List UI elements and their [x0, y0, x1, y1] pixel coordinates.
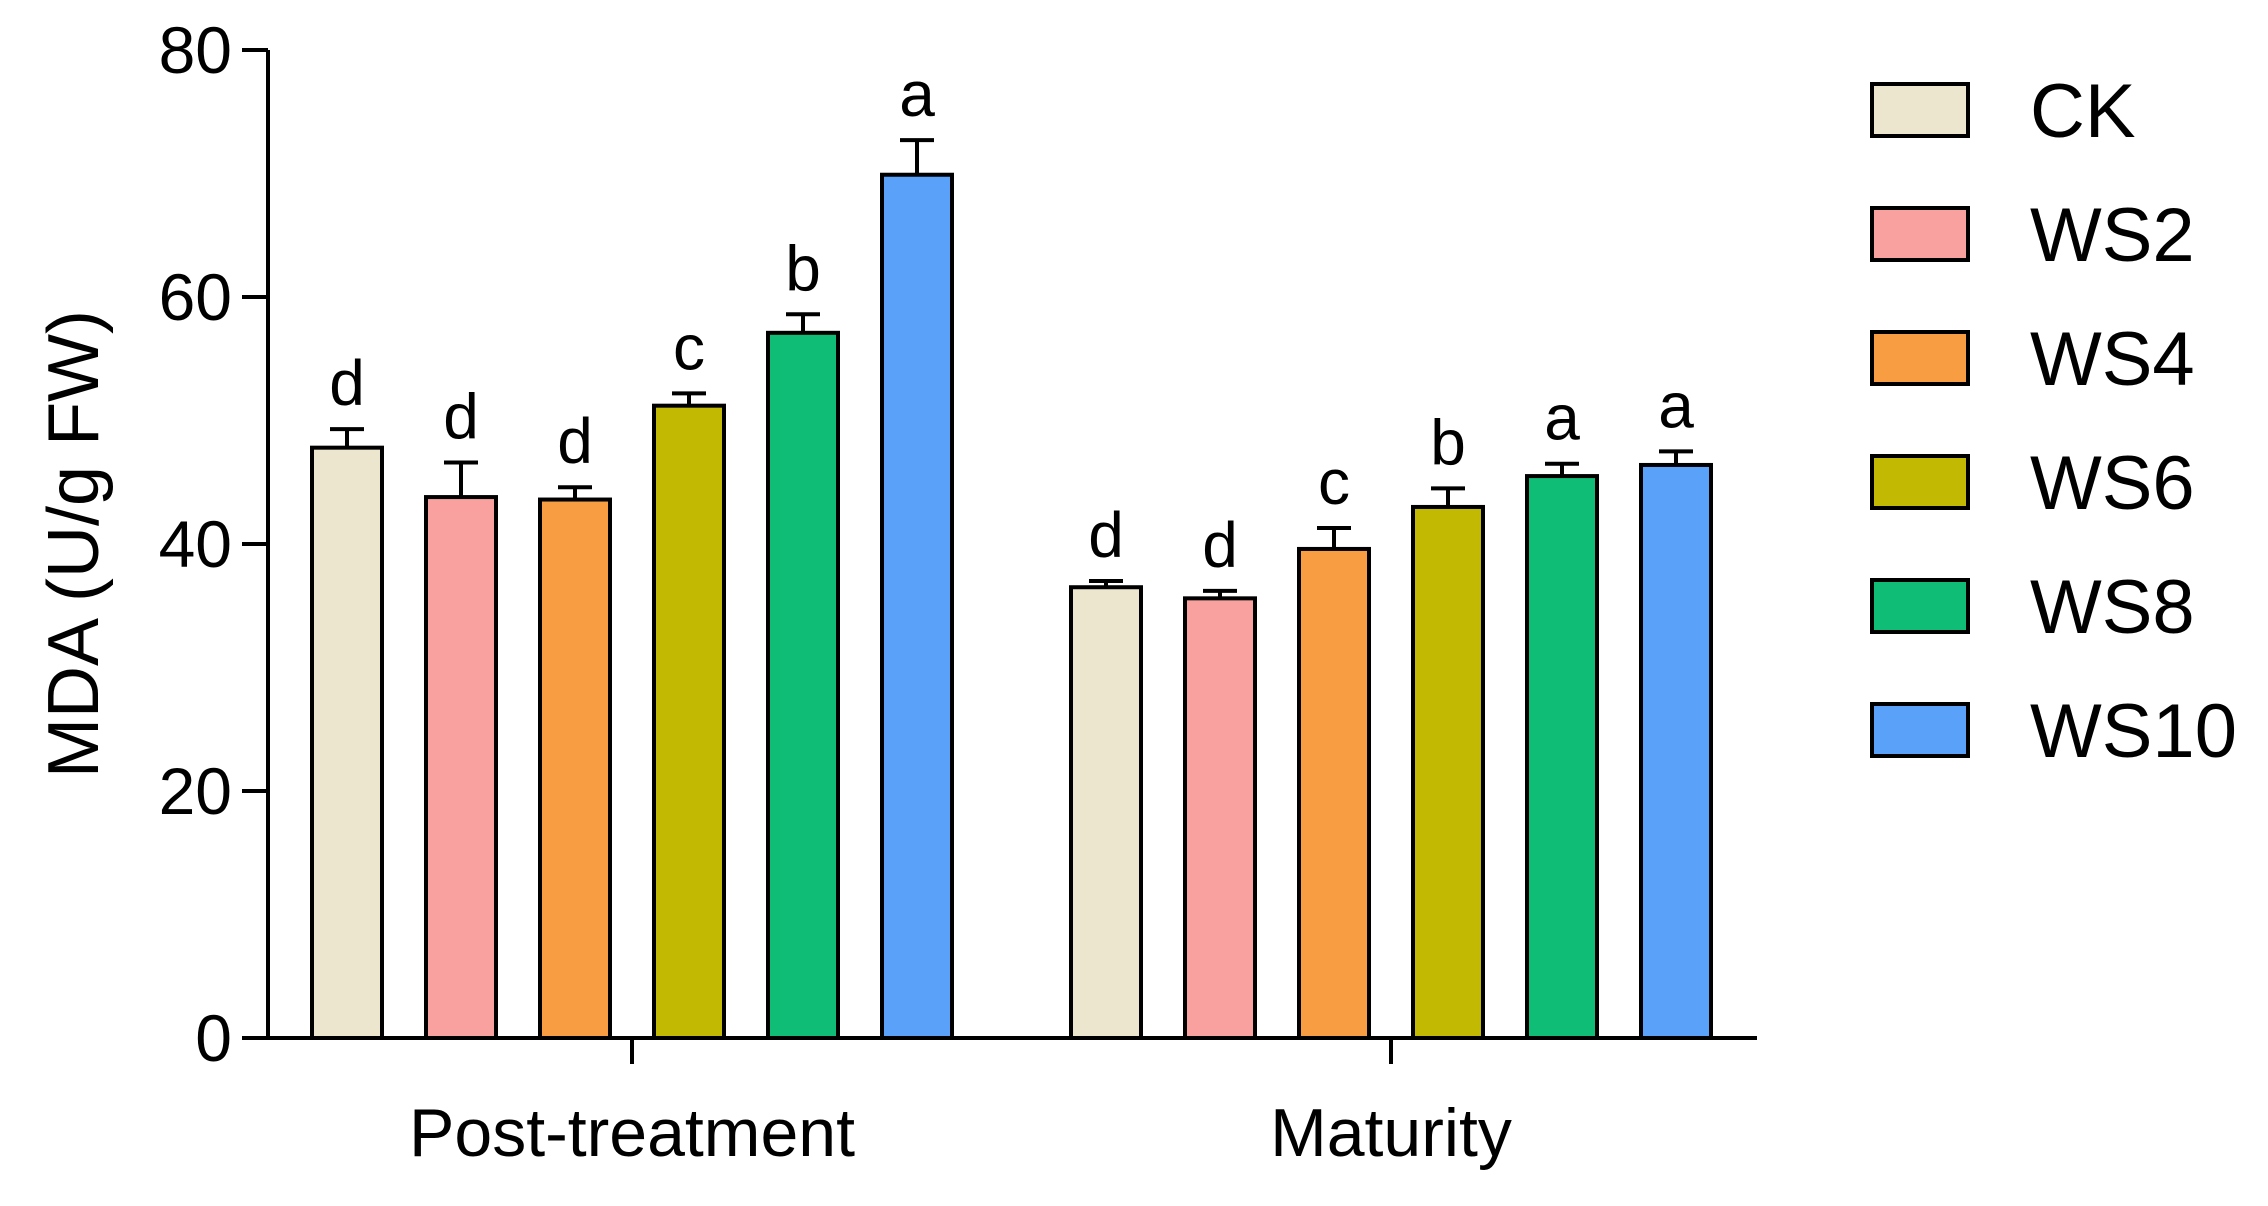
- legend-label: WS2: [2030, 193, 2195, 278]
- significance-label: a: [1658, 369, 1694, 441]
- y-tick-label: 0: [195, 1001, 232, 1075]
- legend-label: WS4: [2030, 317, 2195, 402]
- significance-label: d: [329, 347, 365, 419]
- y-tick-label: 80: [159, 13, 232, 87]
- legend-swatch: [1870, 454, 1970, 510]
- bar: [1639, 462, 1713, 1040]
- legend-swatch: [1870, 206, 1970, 262]
- x-tick-label: Post-treatment: [409, 1095, 855, 1171]
- legend-swatch: [1870, 702, 1970, 758]
- significance-label: c: [1318, 446, 1350, 518]
- significance-label: c: [673, 311, 705, 383]
- legend-label: WS6: [2030, 441, 2195, 526]
- significance-label: d: [1202, 509, 1238, 581]
- y-axis-label: MDA (U/g FW): [34, 310, 114, 778]
- bar: [310, 445, 384, 1041]
- significance-label: b: [785, 232, 821, 304]
- y-tick-label: 20: [159, 754, 232, 828]
- legend-swatch: [1870, 578, 1970, 634]
- significance-label: b: [1430, 406, 1466, 478]
- y-tick-label: 60: [159, 260, 232, 334]
- bar: [766, 330, 840, 1040]
- bar: [1069, 585, 1143, 1040]
- bar: [1411, 504, 1485, 1040]
- bar: [538, 497, 612, 1041]
- bar: [1183, 596, 1257, 1041]
- significance-label: d: [443, 380, 479, 452]
- legend-label: CK: [2030, 69, 2136, 154]
- significance-label: d: [557, 405, 593, 477]
- significance-label: a: [1544, 382, 1580, 454]
- bar: [1297, 546, 1371, 1040]
- legend-swatch: [1870, 82, 1970, 138]
- bar: [424, 495, 498, 1040]
- legend-label: WS10: [2030, 689, 2237, 774]
- y-tick-label: 40: [159, 507, 232, 581]
- legend-swatch: [1870, 330, 1970, 386]
- x-tick-label: Maturity: [1270, 1095, 1512, 1171]
- legend-label: WS8: [2030, 565, 2195, 650]
- bar: [880, 172, 954, 1041]
- bar: [1525, 474, 1599, 1040]
- significance-label: d: [1088, 499, 1124, 571]
- bar: [652, 403, 726, 1040]
- significance-label: a: [899, 58, 935, 130]
